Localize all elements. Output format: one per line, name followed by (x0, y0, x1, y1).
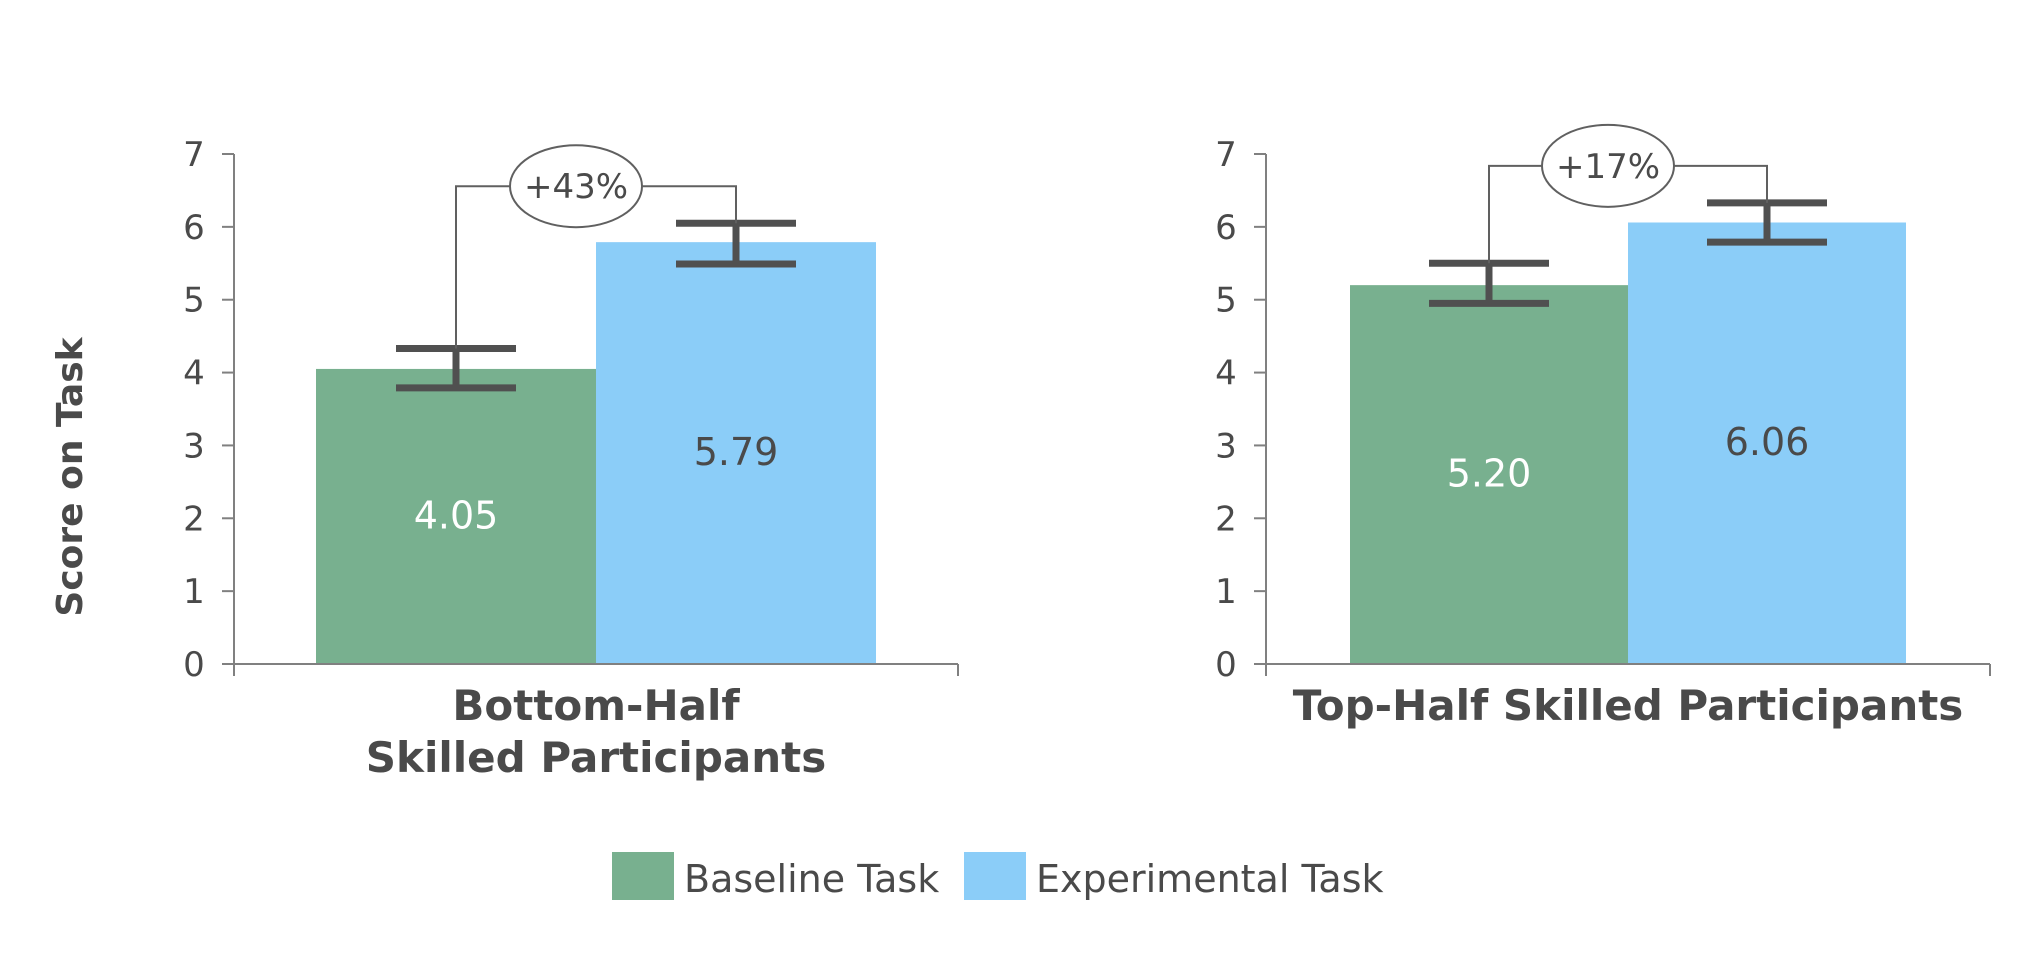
y-tick-label: 6 (183, 208, 205, 248)
legend: Baseline Task Experimental Task (612, 852, 1384, 901)
legend-swatch (612, 852, 674, 900)
y-tick-label: 0 (183, 645, 205, 685)
legend-item-experimental: Experimental Task (964, 852, 1384, 901)
y-tick-label: 1 (183, 572, 205, 612)
bar-value-label: 4.05 (414, 493, 499, 537)
bar-value-label: 5.79 (694, 430, 779, 474)
y-tick-label: 3 (183, 426, 205, 466)
y-tick-label: 0 (1215, 645, 1237, 685)
x-category-label: Top-Half Skilled Participants (1293, 681, 1964, 730)
y-tick-label: 4 (1215, 354, 1237, 394)
y-tick-label: 7 (1215, 135, 1237, 175)
bar-experimental (1628, 222, 1906, 664)
y-tick-label: 2 (1215, 499, 1237, 539)
legend-label: Baseline Task (684, 857, 939, 901)
y-tick-label: 7 (183, 135, 205, 175)
y-tick-label: 1 (1215, 572, 1237, 612)
legend-item-baseline: Baseline Task (612, 852, 939, 901)
annotation-label: +17% (1556, 147, 1660, 187)
bar-baseline (1350, 285, 1628, 664)
y-tick-label: 2 (183, 499, 205, 539)
annotation-label: +43% (524, 167, 628, 207)
y-tick-label: 5 (1215, 281, 1237, 321)
y-tick-label: 4 (183, 354, 205, 394)
panel-2: 0 1 2 3 4 5 6 7 5.20 6.06 +17% Top-Half Skilled Par… (1215, 123, 1991, 730)
y-axis-title: Score on Task (50, 336, 91, 616)
y-tick-label: 6 (1215, 208, 1237, 248)
x-category-label: Bottom-Half (452, 681, 740, 730)
bar-value-label: 5.20 (1447, 452, 1532, 496)
y-tick-label: 3 (1215, 426, 1237, 466)
annotation-bubble (509, 144, 643, 229)
legend-label: Experimental Task (1036, 857, 1384, 901)
bar-experimental (596, 242, 876, 664)
bar-value-label: 6.06 (1725, 420, 1810, 464)
annotation-bubble (1541, 123, 1675, 208)
y-tick-label: 5 (183, 281, 205, 321)
bar-baseline (316, 368, 596, 664)
x-category-label: Skilled Participants (366, 733, 826, 782)
legend-swatch (964, 852, 1026, 900)
